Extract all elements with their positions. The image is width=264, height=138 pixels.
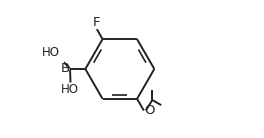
Text: F: F [92, 16, 100, 29]
Text: B: B [61, 63, 70, 75]
Text: HO: HO [42, 46, 60, 59]
Text: O: O [144, 104, 155, 117]
Text: HO: HO [61, 83, 79, 96]
